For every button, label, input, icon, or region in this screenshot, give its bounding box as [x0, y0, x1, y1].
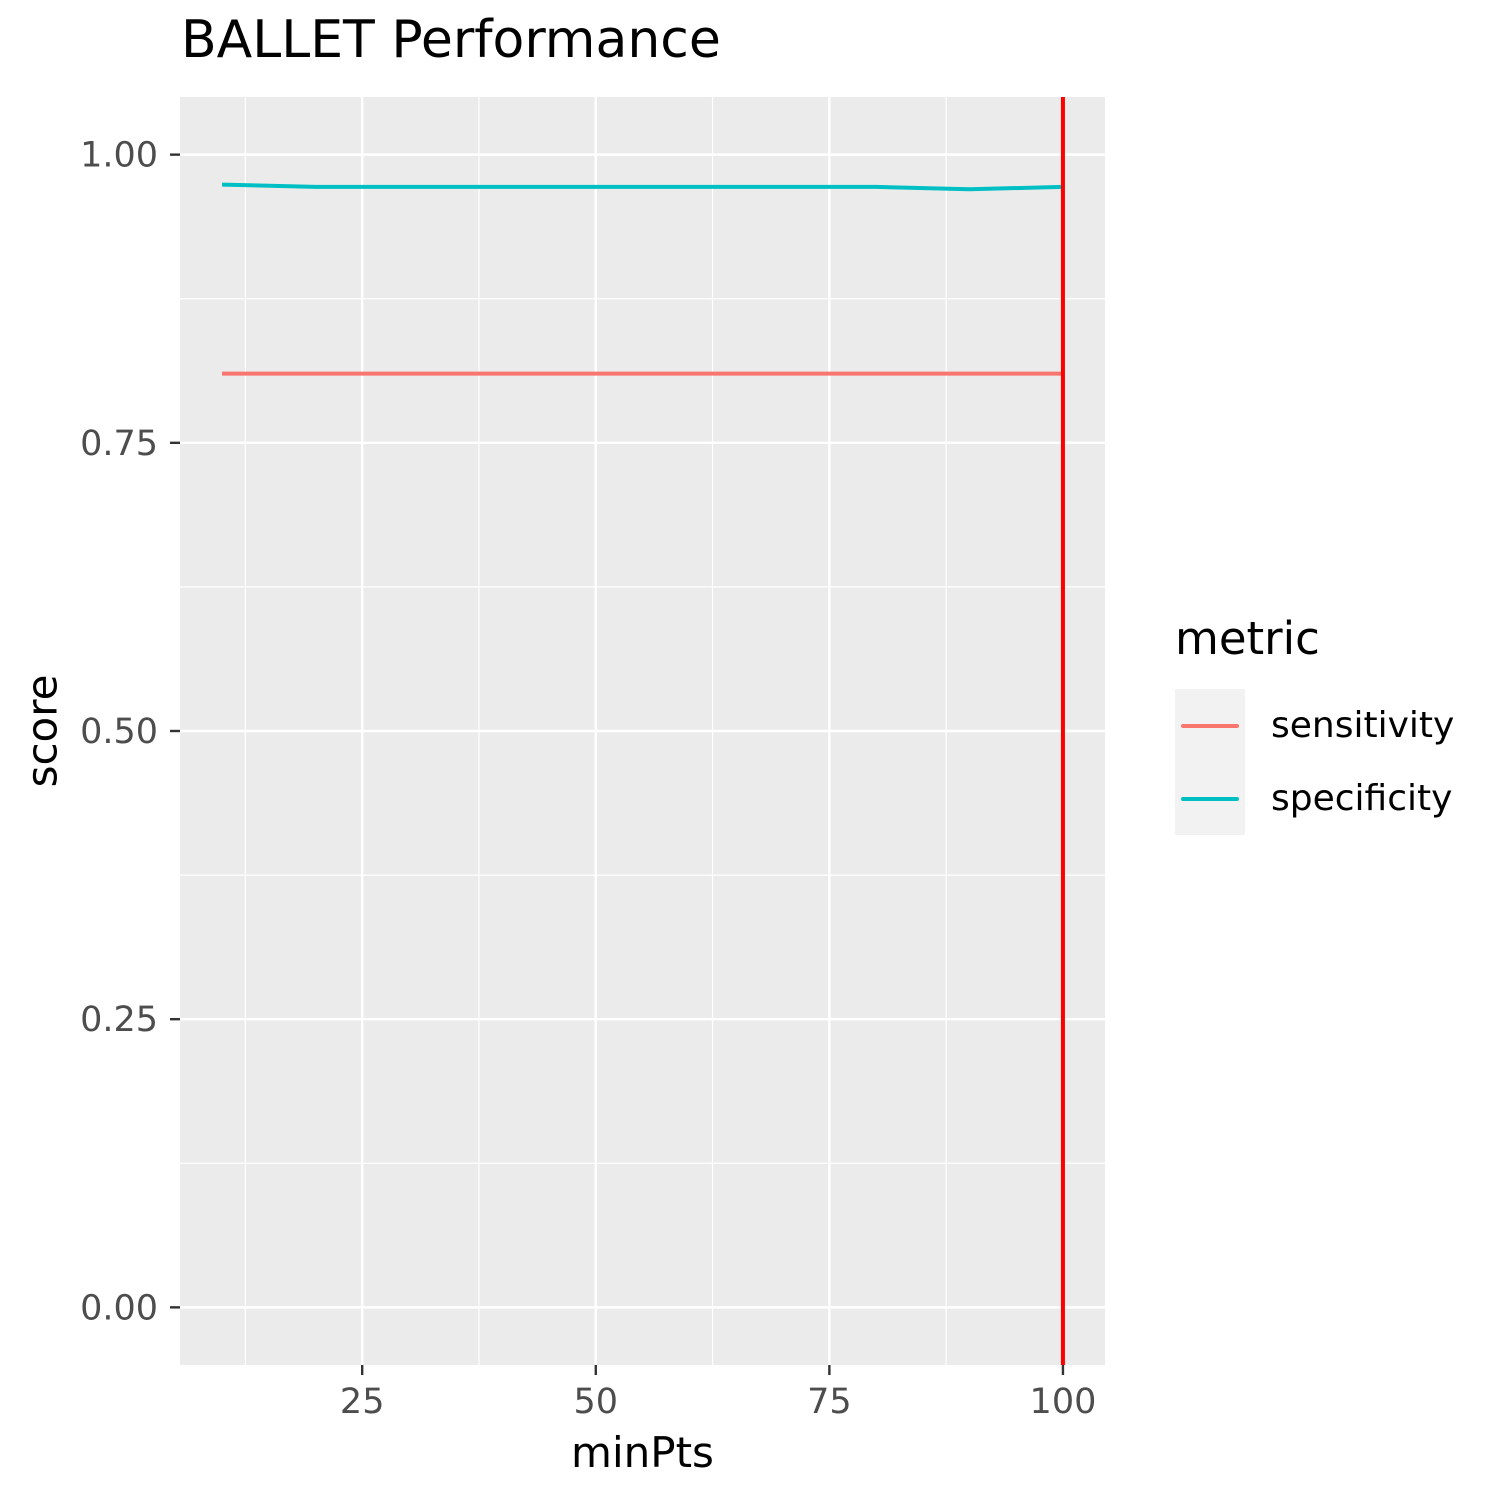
x-tick-label: 25	[340, 1382, 385, 1422]
legend: metric sensitivity specificity	[1175, 612, 1454, 835]
chart-title: BALLET Performance	[181, 10, 721, 70]
legend-keys: sensitivity specificity	[1175, 689, 1454, 835]
legend-key-sensitivity	[1175, 689, 1245, 762]
y-tick-label: 1.00	[80, 136, 158, 176]
x-tick-label: 50	[574, 1382, 619, 1422]
series-line-specificity	[221, 182, 1064, 192]
y-tick-label: 0.00	[80, 1288, 158, 1328]
sensitivity-key-line-icon	[1181, 723, 1239, 728]
y-tick-label: 0.25	[80, 1000, 158, 1040]
y-tick-label: 0.50	[80, 712, 158, 752]
x-tick-label: 75	[807, 1382, 852, 1422]
legend-entry-specificity: specificity	[1175, 762, 1454, 835]
y-tick-label: 0.75	[80, 424, 158, 464]
legend-key-specificity	[1175, 762, 1245, 835]
legend-label-sensitivity: sensitivity	[1271, 705, 1455, 746]
x-tick-label: 100	[1030, 1382, 1097, 1422]
legend-label-specificity: specificity	[1271, 778, 1453, 819]
legend-title: metric	[1175, 612, 1320, 665]
x-axis-title: minPts	[571, 1428, 714, 1477]
y-axis-title: score	[17, 674, 67, 788]
specificity-key-line-icon	[1181, 796, 1239, 801]
legend-entry-sensitivity: sensitivity	[1175, 689, 1454, 762]
